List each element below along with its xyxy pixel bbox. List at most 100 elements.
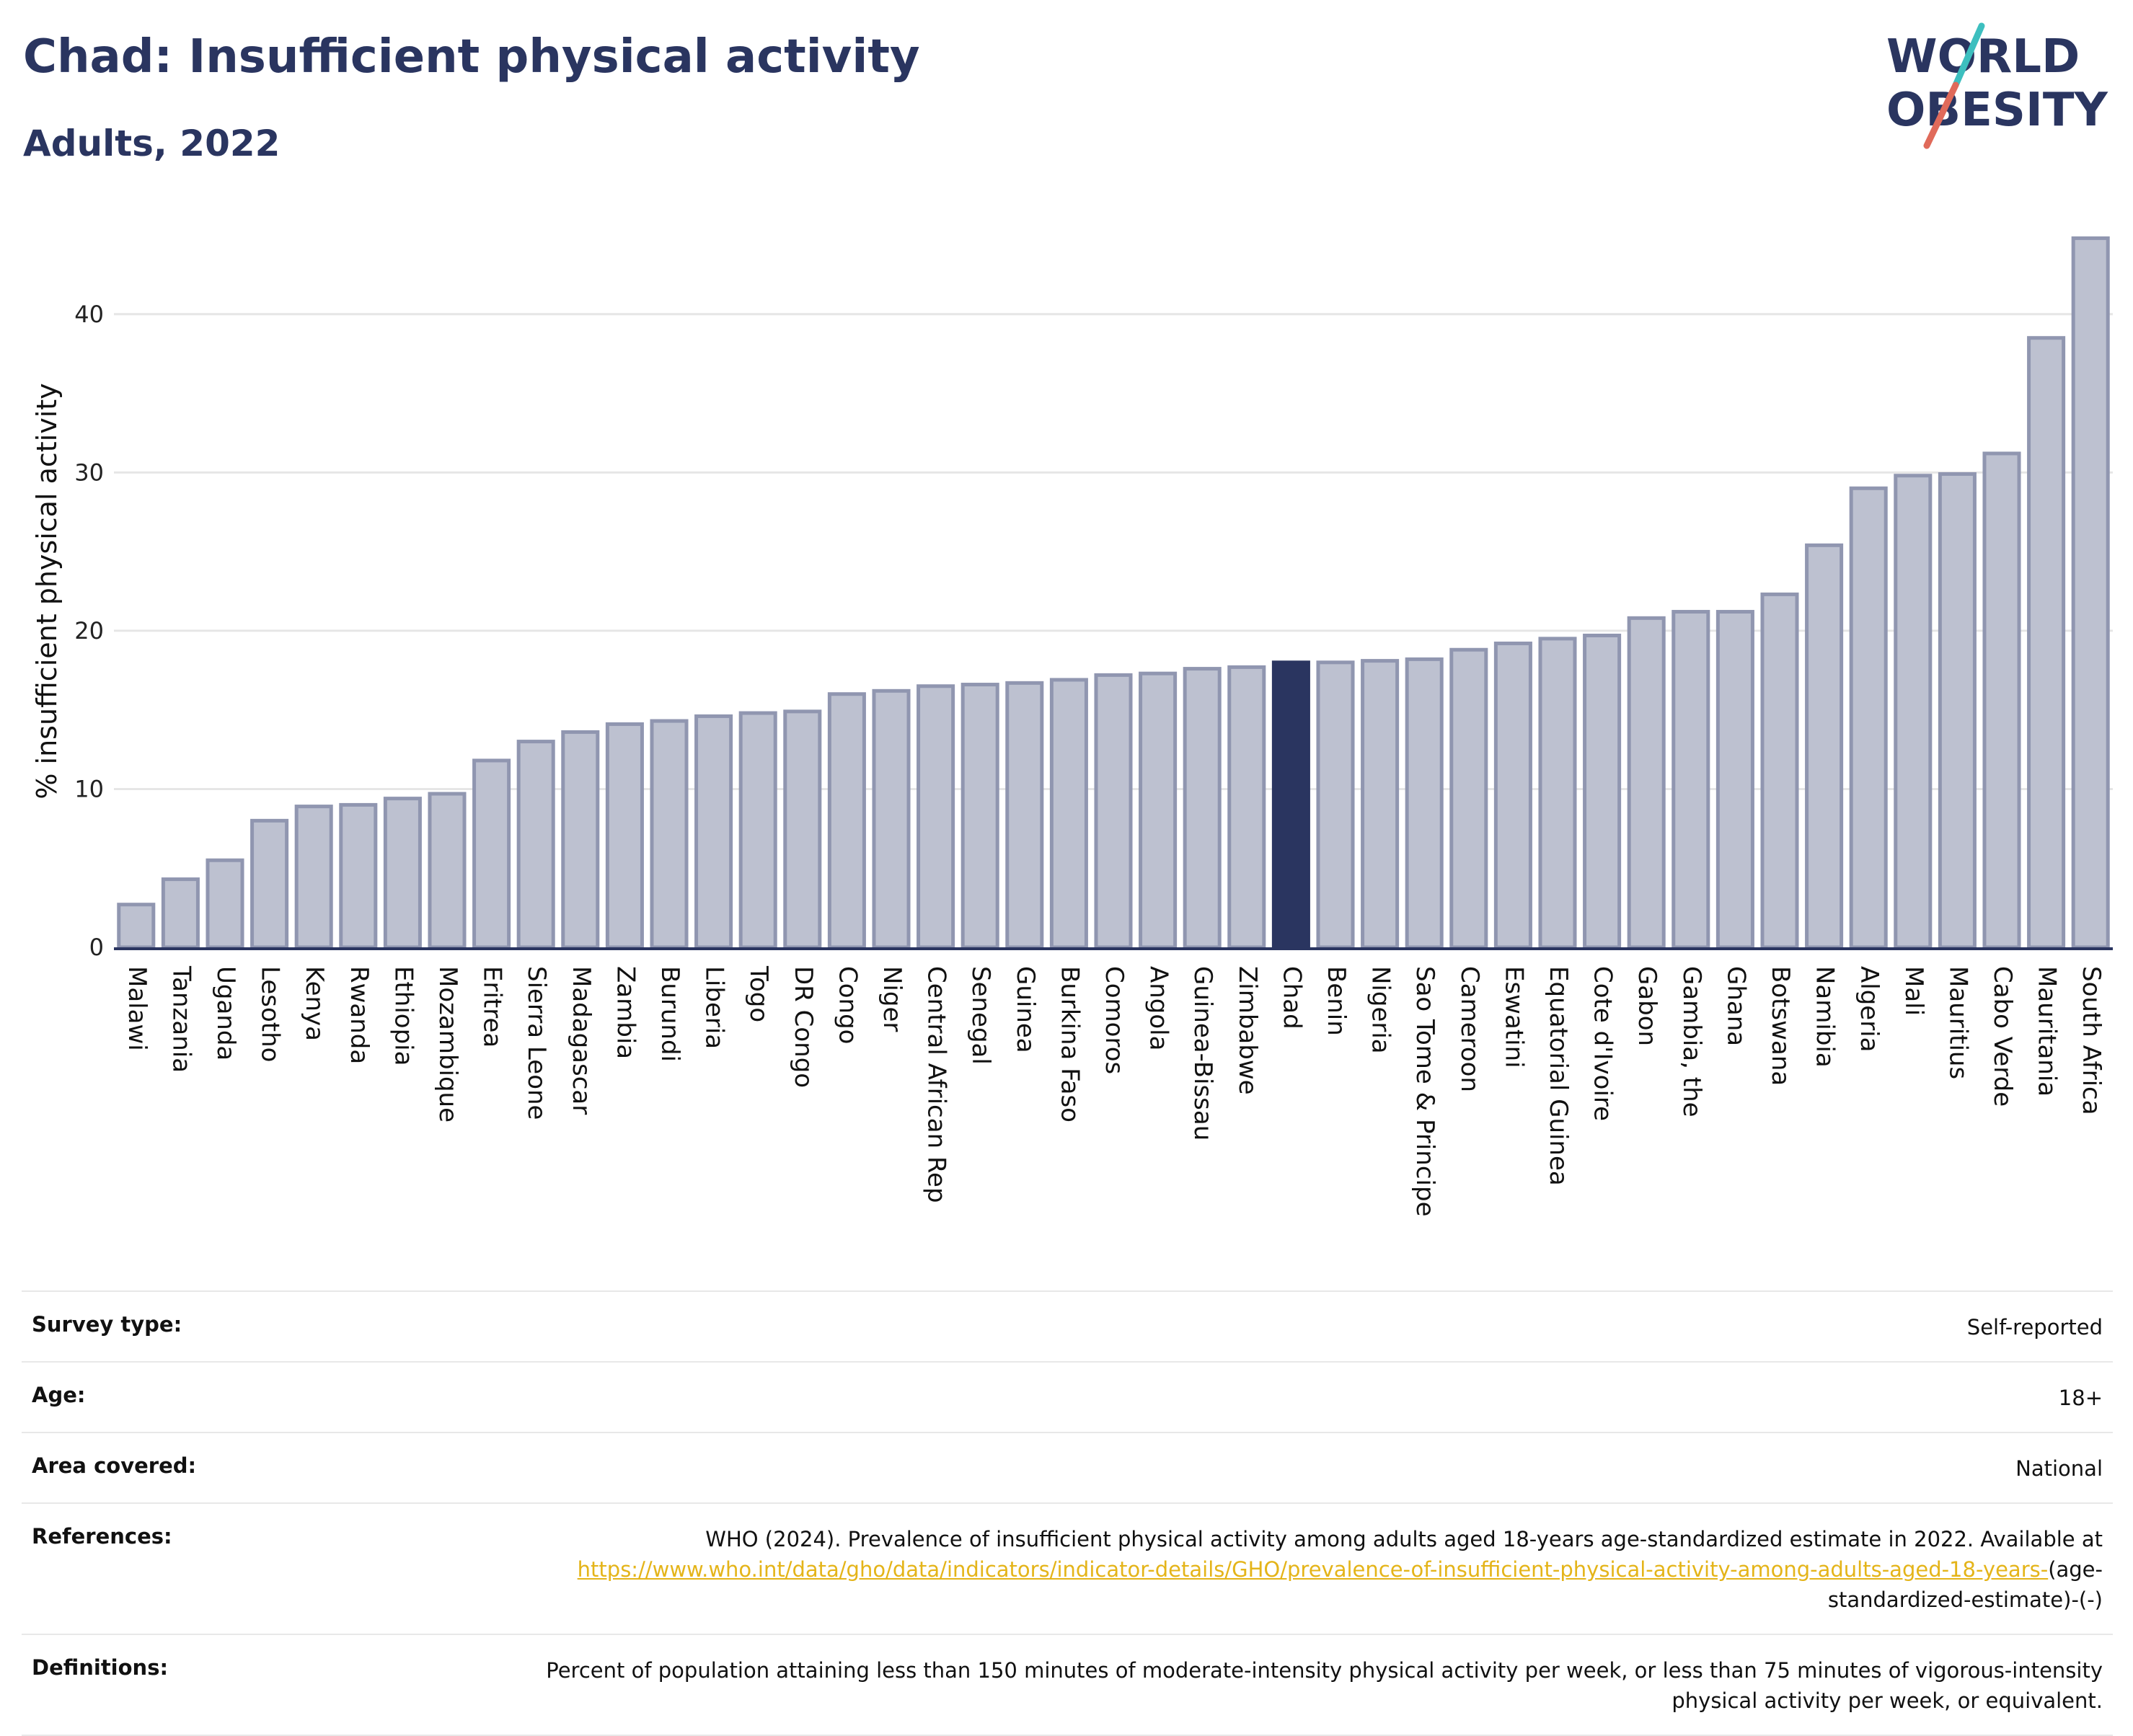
x-tick-label: Gambia, the [1677, 966, 1706, 1117]
x-tick-label: Comoros [1100, 966, 1129, 1074]
x-tick-label: Eritrea [478, 966, 507, 1048]
references-value: WHO (2024). Prevalence of insufficient p… [516, 1524, 2103, 1615]
x-tick-label: Liberia [700, 966, 729, 1049]
x-tick-label: Gabon [1633, 966, 1661, 1046]
y-tick-label: 30 [74, 459, 104, 486]
bar-eritrea [472, 758, 511, 949]
bar-south-africa [2071, 236, 2110, 949]
bar-gabon [1627, 616, 1666, 949]
x-tick-label: DR Congo [789, 966, 818, 1088]
x-tick-label: Nigeria [1366, 966, 1395, 1054]
info-row-area: Area covered: National [22, 1432, 2113, 1502]
x-tick-label: Senegal [966, 966, 995, 1065]
x-tick-label: Angola [1144, 966, 1173, 1050]
bar-namibia [1805, 543, 1844, 949]
x-tick-label: Benin [1322, 966, 1351, 1036]
survey-type-label: Survey type: [32, 1312, 182, 1337]
bar-chad [1271, 660, 1310, 949]
x-tick-label: Ethiopia [389, 966, 418, 1066]
area-label: Area covered: [32, 1453, 197, 1479]
x-tick-label: Cameroon [1455, 966, 1484, 1092]
y-tick-label: 10 [74, 775, 104, 802]
x-tick-label: Burkina Faso [1055, 966, 1084, 1122]
x-tick-label: Niger [878, 966, 906, 1032]
bar-angola [1139, 671, 1178, 949]
bar-uganda [206, 858, 244, 949]
logo-slash-coral [1923, 81, 1959, 149]
bar-togo [738, 711, 777, 949]
x-tick-label: Kenya [300, 966, 329, 1041]
bars [117, 236, 2110, 949]
x-tick-label: Namibia [1811, 966, 1840, 1068]
bar-kenya [294, 805, 333, 949]
bar-burkina-faso [1049, 678, 1088, 949]
bar-equatorial-guinea [1538, 637, 1577, 949]
bar-algeria [1849, 486, 1888, 949]
definitions-label: Definitions: [32, 1655, 169, 1680]
bar-mali [1894, 474, 1933, 949]
x-tick-label: Guinea [1011, 966, 1040, 1053]
info-row-references: References: WHO (2024). Prevalence of in… [22, 1502, 2113, 1634]
bar-lesotho [250, 818, 289, 949]
x-tick-label: Zimbabwe [1233, 966, 1262, 1095]
bar-mozambique [428, 792, 467, 949]
info-row-survey-type: Survey type: Self-reported [22, 1290, 2113, 1361]
x-tick-label: Mauritius [1943, 966, 1972, 1079]
bar-sao-tome-principe [1405, 657, 1444, 949]
x-tick-label: Zambia [611, 966, 640, 1059]
logo-line2: OBESITY [1886, 84, 2108, 137]
bar-rwanda [339, 802, 378, 949]
bar-niger [872, 688, 911, 949]
bar-madagascar [561, 730, 600, 949]
bar-ethiopia [383, 797, 422, 949]
x-tick-label: Equatorial Guinea [1544, 966, 1573, 1186]
y-axis-ticks: 0 10 20 30 40 [74, 301, 104, 961]
x-tick-label: Burundi [655, 966, 684, 1062]
age-label: Age: [32, 1383, 86, 1408]
bar-ghana [1715, 610, 1754, 949]
logo-line1: WORLD [1886, 30, 2080, 84]
x-tick-label: Sierra Leone [522, 966, 551, 1120]
x-tick-label: Ghana [1721, 966, 1750, 1046]
x-tick-label: Rwanda [345, 966, 374, 1064]
references-text: WHO (2024). Prevalence of insufficient p… [705, 1527, 2103, 1552]
bar-botswana [1760, 592, 1799, 949]
survey-type-value: Self-reported [1966, 1315, 2103, 1339]
bar-cote-d-ivoire [1583, 633, 1622, 949]
x-tick-label: Botswana [1766, 966, 1795, 1086]
page-subtitle: Adults, 2022 [23, 123, 281, 164]
bar-benin [1316, 660, 1355, 949]
y-tick-label: 0 [89, 934, 104, 961]
bar-malawi [117, 903, 156, 949]
x-tick-label: Cabo Verde [1988, 966, 2017, 1107]
bar-sierra-leone [516, 740, 555, 949]
x-tick-label: Sao Tome & Principe [1410, 966, 1439, 1217]
bar-dr-congo [783, 709, 822, 949]
page-title: Chad: Insufficient physical activity [23, 30, 920, 84]
bar-gambia-the [1671, 610, 1710, 949]
x-tick-label: Madagascar [567, 966, 596, 1115]
references-tail: (age-standardized-estimate)-(-) [1827, 1557, 2103, 1613]
info-row-age: Age: 18+ [22, 1361, 2113, 1432]
bar-central-african-rep [917, 684, 955, 949]
bar-congo [827, 692, 866, 949]
x-tick-label: Mozambique [433, 966, 462, 1122]
x-tick-label: Mauritania [2033, 966, 2062, 1097]
x-tick-label: Mali [1899, 966, 1928, 1016]
x-tick-label: Guinea-Bissau [1188, 966, 1217, 1141]
bar-comoros [1094, 673, 1133, 949]
age-value: 18+ [2058, 1386, 2103, 1411]
references-label: References: [32, 1524, 172, 1549]
area-value: National [2015, 1456, 2103, 1482]
info-row-definitions: Definitions: Percent of population attai… [22, 1634, 2113, 1736]
x-tick-label: Congo [833, 966, 862, 1044]
y-axis-label: % insufficient physical activity [31, 383, 63, 799]
bar-guinea [1005, 681, 1044, 949]
bar-mauritius [1938, 472, 1977, 949]
bar-zambia [605, 722, 644, 949]
bar-cameroon [1449, 647, 1488, 949]
bar-tanzania [161, 877, 200, 949]
references-link[interactable]: https://www.who.int/data/gho/data/indica… [577, 1557, 2049, 1582]
bar-chart: 0 10 20 30 40 Malawi Tanzania Uganda Lesotho Ken… [31, 236, 2113, 1217]
definitions-value: Percent of population attaining less tha… [546, 1658, 2103, 1714]
